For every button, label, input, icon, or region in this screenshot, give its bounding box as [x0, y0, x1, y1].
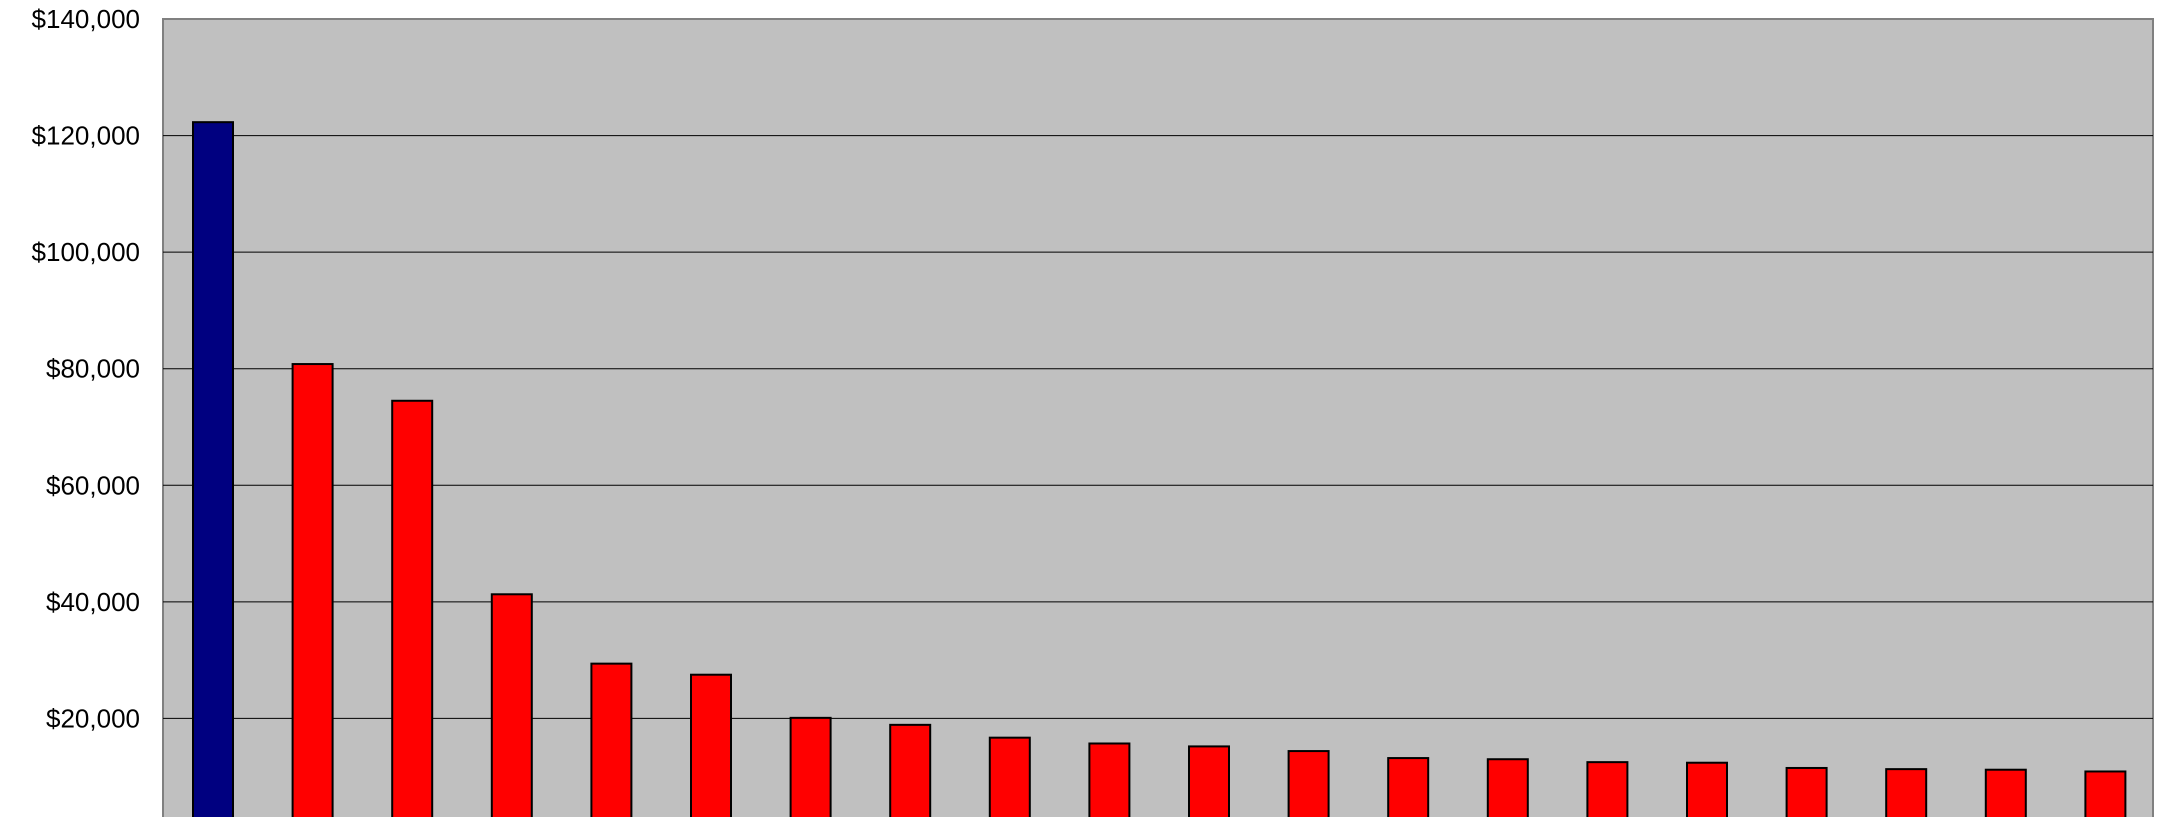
y-tick-label: $100,000 — [32, 237, 140, 267]
bars — [192, 121, 2127, 817]
bar-2 — [291, 363, 334, 817]
bar-15 — [1586, 761, 1629, 817]
y-tick-label: $140,000 — [32, 4, 140, 34]
y-axis: $0$20,000$40,000$60,000$80,000$100,000$1… — [32, 4, 140, 733]
y-tick-label: $20,000 — [46, 703, 140, 733]
bar-9 — [988, 736, 1031, 817]
bar-3 — [391, 399, 434, 817]
y-tick-label: $40,000 — [46, 587, 140, 617]
bar-13 — [1387, 757, 1430, 817]
y-tick-label: $80,000 — [46, 354, 140, 384]
bar-12 — [1287, 750, 1330, 817]
y-tick-label: $120,000 — [32, 121, 140, 151]
bar-5 — [590, 662, 633, 817]
bar-4 — [490, 593, 533, 817]
plot-area — [162, 18, 2154, 817]
bar-6 — [690, 673, 732, 817]
bar-14 — [1486, 758, 1529, 817]
bar-8 — [889, 723, 932, 817]
bar-7 — [789, 716, 832, 817]
bar-1 — [192, 121, 234, 817]
bar-18 — [1885, 768, 1928, 817]
bar-20 — [2084, 770, 2127, 817]
y-tick-label: $60,000 — [46, 470, 140, 500]
bar-11 — [1188, 745, 1230, 817]
bar-19 — [1984, 768, 2027, 817]
bar-16 — [1686, 761, 1728, 817]
bar-17 — [1785, 766, 1828, 817]
bar-10 — [1088, 742, 1131, 817]
